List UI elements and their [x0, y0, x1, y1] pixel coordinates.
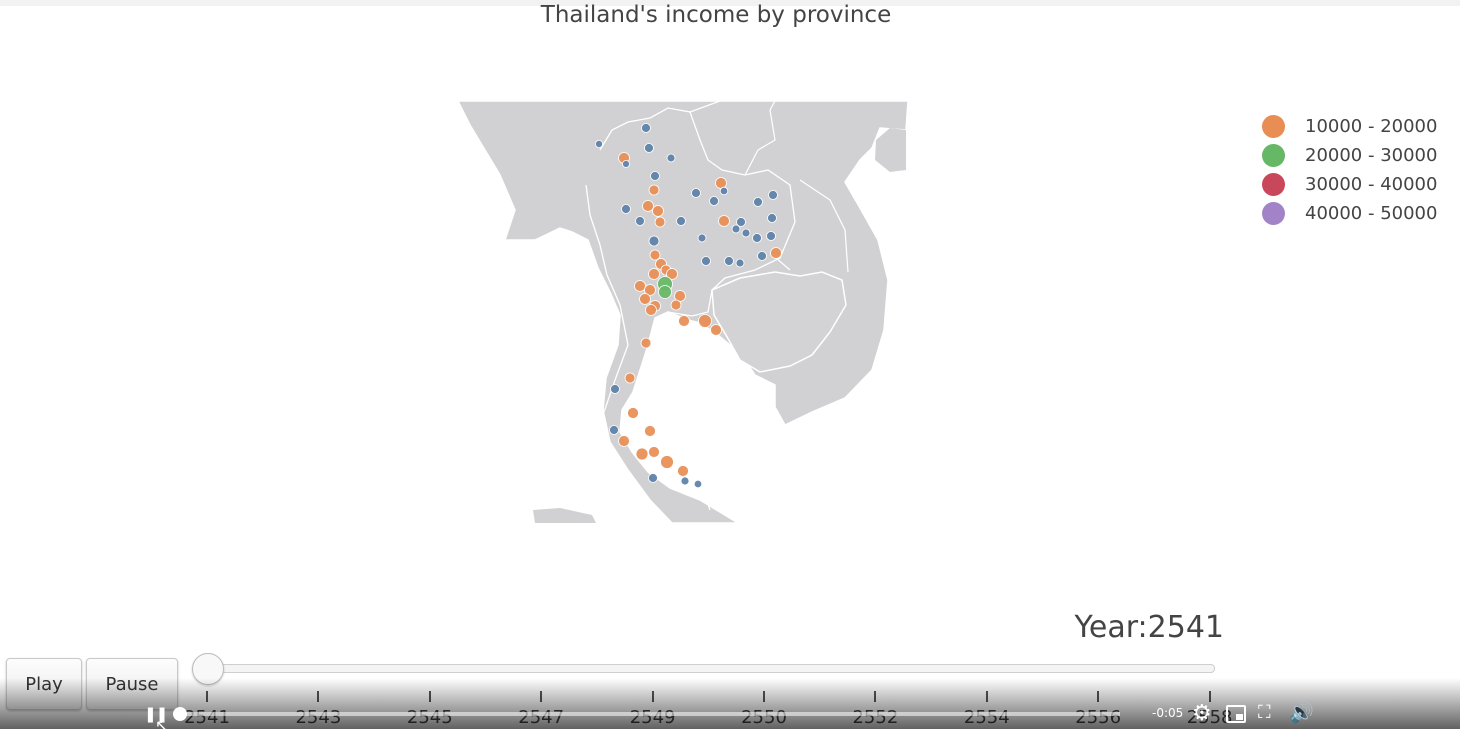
time-remaining: -0:05	[1152, 706, 1184, 720]
legend-label: 40000 - 50000	[1305, 203, 1438, 224]
province-marker[interactable]	[666, 268, 678, 280]
province-marker[interactable]	[640, 337, 652, 349]
province-marker[interactable]	[693, 479, 703, 489]
legend-swatch	[1262, 144, 1285, 167]
legend-item[interactable]: 10000 - 20000	[1262, 112, 1437, 141]
province-marker[interactable]	[650, 171, 660, 181]
volume-icon[interactable]: 🔊	[1289, 700, 1314, 724]
province-marker[interactable]	[715, 177, 727, 189]
cursor-icon: ↖	[155, 718, 169, 735]
province-marker[interactable]	[752, 233, 762, 243]
legend-label: 10000 - 20000	[1305, 116, 1438, 137]
province-marker[interactable]	[709, 196, 719, 206]
province-markers	[595, 123, 782, 489]
province-marker[interactable]	[710, 324, 722, 336]
province-marker[interactable]	[595, 139, 604, 148]
country-borders	[639, 101, 849, 471]
province-marker[interactable]	[610, 384, 620, 394]
province-marker[interactable]	[691, 188, 701, 198]
picture-in-picture-icon[interactable]	[1226, 705, 1246, 723]
province-marker[interactable]	[642, 200, 654, 212]
province-marker[interactable]	[618, 435, 630, 447]
province-marker[interactable]	[634, 280, 646, 292]
video-progress-track[interactable]	[180, 712, 1120, 716]
province-marker[interactable]	[648, 235, 660, 247]
legend-label: 30000 - 40000	[1305, 174, 1438, 195]
province-marker[interactable]	[718, 215, 730, 227]
province-marker[interactable]	[680, 476, 690, 486]
province-marker[interactable]	[676, 216, 686, 226]
map-title: Thailand's income by province	[540, 2, 892, 28]
province-marker[interactable]	[645, 304, 657, 316]
province-marker[interactable]	[644, 425, 656, 437]
legend: 10000 - 20000 20000 - 30000 30000 - 40000 4…	[1262, 112, 1437, 228]
province-marker[interactable]	[698, 314, 712, 328]
legend-swatch	[1262, 202, 1285, 225]
province-marker[interactable]	[622, 160, 630, 168]
province-marker[interactable]	[701, 256, 711, 266]
gear-icon[interactable]: ⚙	[1192, 701, 1212, 726]
video-controls-bar	[0, 678, 1460, 729]
province-marker[interactable]	[660, 455, 674, 469]
province-marker[interactable]	[644, 143, 654, 153]
province-marker[interactable]	[649, 249, 661, 261]
legend-item[interactable]: 20000 - 30000	[1262, 141, 1437, 170]
province-marker[interactable]	[641, 123, 651, 133]
province-marker[interactable]	[678, 315, 690, 327]
province-marker[interactable]	[768, 190, 778, 200]
province-marker[interactable]	[757, 251, 767, 261]
province-marker[interactable]	[766, 231, 776, 241]
province-marker[interactable]	[770, 247, 782, 259]
legend-item[interactable]: 30000 - 40000	[1262, 170, 1437, 199]
fullscreen-icon[interactable]: ⛶	[1258, 702, 1271, 723]
island	[875, 128, 906, 172]
province-marker[interactable]	[621, 204, 631, 214]
province-marker[interactable]	[735, 258, 745, 268]
province-marker[interactable]	[627, 407, 639, 419]
province-marker[interactable]	[666, 153, 676, 163]
province-marker[interactable]	[731, 224, 741, 234]
year-slider-track[interactable]	[193, 664, 1215, 673]
province-marker[interactable]	[648, 473, 658, 483]
province-marker[interactable]	[677, 465, 689, 477]
pause-icon[interactable]: ❚❚	[144, 705, 168, 723]
cambodia-land	[711, 271, 847, 373]
legend-swatch	[1262, 115, 1285, 138]
sumatra-tip	[533, 508, 596, 523]
year-label: Year:2541	[1074, 610, 1224, 645]
province-marker[interactable]	[635, 447, 649, 461]
province-marker[interactable]	[736, 217, 746, 227]
province-marker[interactable]	[644, 284, 656, 296]
legend-item[interactable]: 40000 - 50000	[1262, 199, 1437, 228]
province-marker[interactable]	[635, 216, 645, 226]
province-marker[interactable]	[654, 216, 666, 228]
province-marker[interactable]	[648, 268, 660, 280]
legend-label: 20000 - 30000	[1305, 145, 1438, 166]
province-marker[interactable]	[697, 233, 707, 243]
province-marker[interactable]	[609, 425, 619, 435]
province-marker[interactable]	[648, 184, 660, 196]
province-marker[interactable]	[658, 285, 672, 299]
top-strip	[0, 0, 1460, 6]
video-progress-knob[interactable]	[173, 707, 187, 721]
province-marker[interactable]	[639, 293, 651, 305]
province-marker[interactable]	[670, 299, 682, 311]
province-marker[interactable]	[624, 372, 636, 384]
province-marker[interactable]	[648, 446, 660, 458]
province-marker[interactable]	[719, 186, 729, 196]
province-marker[interactable]	[724, 256, 734, 266]
legend-swatch	[1262, 173, 1285, 196]
province-marker[interactable]	[753, 197, 763, 207]
province-marker[interactable]	[741, 228, 751, 238]
province-marker[interactable]	[652, 205, 664, 217]
province-marker[interactable]	[767, 213, 777, 223]
